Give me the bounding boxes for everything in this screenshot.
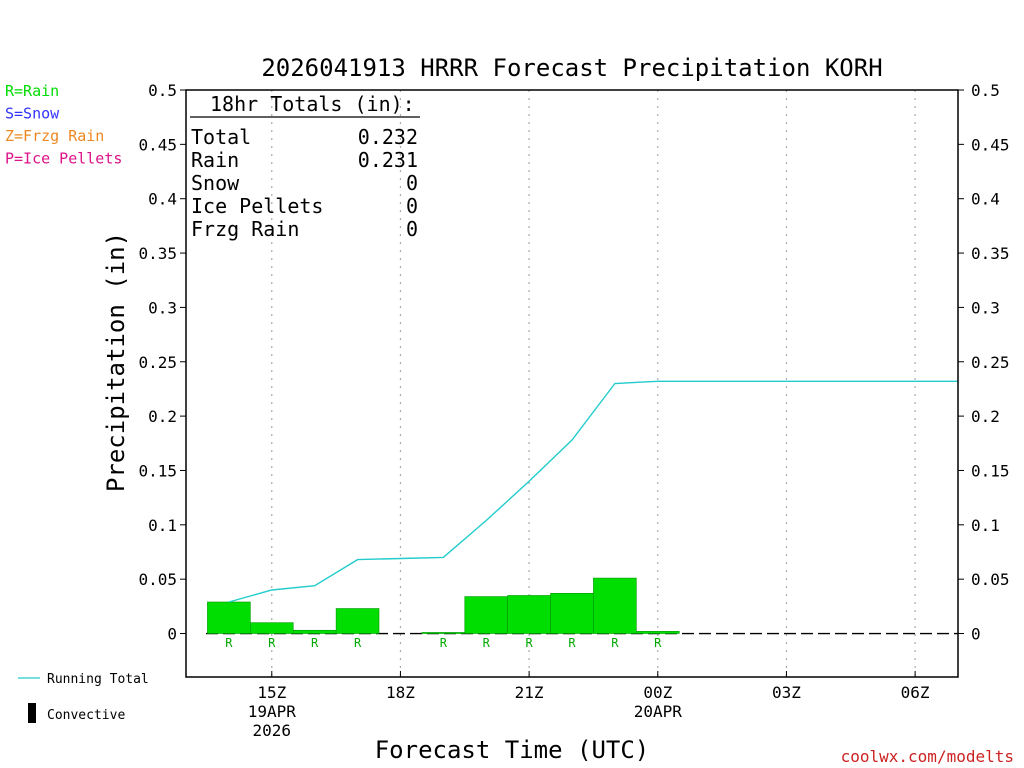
legend-convective-swatch bbox=[28, 703, 36, 723]
precip-bar bbox=[421, 632, 466, 634]
precip-bar bbox=[550, 592, 594, 634]
y-tick-label: 0.1 bbox=[148, 516, 177, 535]
rain-marker: R bbox=[611, 636, 619, 650]
running-total-line bbox=[228, 380, 958, 603]
y-tick-label: 0.2 bbox=[148, 407, 177, 426]
precip-bar bbox=[507, 595, 551, 634]
y-tick-label: 0.4 bbox=[148, 190, 177, 209]
rain-marker: R bbox=[525, 636, 533, 650]
plot-frame bbox=[185, 89, 959, 678]
x-tick-label: 00Z bbox=[643, 683, 672, 702]
totals-row-label: Snow bbox=[191, 171, 240, 195]
y-axis-left: 0.5 0.45 0.4 0.35 0.3 0.25 0.2 0.15 0.1 0.05 0 bbox=[138, 81, 186, 644]
y-tick-label-right: 0.15 bbox=[971, 461, 1010, 480]
y-tick-label-right: 0.3 bbox=[971, 298, 1000, 317]
y-tick-label-right: 0 bbox=[971, 625, 981, 644]
totals-row-label: Ice Pellets bbox=[191, 194, 323, 218]
y-tick-label: 0.5 bbox=[148, 81, 177, 100]
x-axis-label: Forecast Time (UTC) bbox=[375, 736, 650, 764]
x-tick-label: 19APR bbox=[248, 702, 297, 721]
rain-marker: R bbox=[483, 636, 491, 650]
totals-header: 18hr Totals (in): bbox=[210, 92, 415, 116]
totals-row-value: 0 bbox=[406, 171, 418, 195]
rain-marker: R bbox=[225, 636, 233, 650]
x-tick-label: 2026 bbox=[253, 721, 292, 740]
totals-row-value: 0.231 bbox=[358, 148, 418, 172]
precip-bar bbox=[464, 596, 508, 634]
totals-row-label: Frzg Rain bbox=[191, 217, 299, 241]
precip-bar bbox=[636, 631, 680, 634]
rain-marker: R bbox=[568, 636, 576, 650]
x-tick-label: 20APR bbox=[634, 702, 683, 721]
y-tick-label: 0.25 bbox=[138, 353, 177, 372]
grid-lines bbox=[206, 90, 958, 677]
precip-type-legend-item: P=Ice Pellets bbox=[5, 150, 122, 168]
bars-group bbox=[207, 577, 680, 634]
y-axis-right: 0.5 0.45 0.4 0.35 0.3 0.25 0.2 0.15 0.1 0.05 0 bbox=[958, 81, 1010, 644]
y-tick-label-right: 0.4 bbox=[971, 190, 1000, 209]
precip-type-legend: R=Rain S=Snow Z=Frzg Rain P=Ice Pellets bbox=[5, 82, 122, 168]
y-tick-label-right: 0.2 bbox=[971, 407, 1000, 426]
precip-bar bbox=[593, 577, 637, 634]
precip-bar bbox=[335, 608, 380, 634]
running-total-group bbox=[228, 380, 958, 603]
y-tick-label-right: 0.45 bbox=[971, 135, 1010, 154]
totals-row-value: 0.232 bbox=[358, 125, 418, 149]
y-tick-label-right: 0.5 bbox=[971, 81, 1000, 100]
y-tick-label-right: 0.05 bbox=[971, 570, 1010, 589]
precip-bar bbox=[250, 622, 294, 634]
totals-row-value: 0 bbox=[406, 194, 418, 218]
credit-text: coolwx.com/modelts bbox=[841, 747, 1014, 766]
precip-type-legend-item: S=Snow bbox=[5, 105, 60, 123]
totals-row-label: Rain bbox=[191, 148, 239, 172]
x-tick-label: 18Z bbox=[386, 683, 415, 702]
x-tick-label: 03Z bbox=[772, 683, 801, 702]
precip-bar bbox=[292, 629, 337, 634]
y-tick-label-right: 0.1 bbox=[971, 516, 1000, 535]
precip-bar bbox=[207, 601, 251, 634]
y-tick-label: 0.3 bbox=[148, 298, 177, 317]
y-axis-label: Precipitation (in) bbox=[102, 232, 130, 492]
y-tick-label-right: 0.25 bbox=[971, 353, 1010, 372]
chart-title: 2026041913 HRRR Forecast Precipitation K… bbox=[261, 54, 882, 82]
rain-marker: R bbox=[440, 636, 448, 650]
rain-marker: R bbox=[311, 636, 319, 650]
y-tick-label: 0.15 bbox=[138, 461, 177, 480]
rain-marker: R bbox=[354, 636, 362, 650]
totals-row-value: 0 bbox=[406, 217, 418, 241]
rain-marker: R bbox=[268, 636, 276, 650]
precip-type-legend-item: R=Rain bbox=[5, 82, 59, 100]
rain-marker: R bbox=[654, 636, 662, 650]
legend-running-total-label: Running Total bbox=[47, 672, 149, 687]
legend-convective-label: Convective bbox=[47, 708, 125, 723]
totals-row-label: Total bbox=[191, 125, 251, 149]
y-tick-label: 0 bbox=[167, 625, 177, 644]
precip-type-legend-item: Z=Frzg Rain bbox=[5, 127, 104, 145]
y-tick-label: 0.05 bbox=[138, 570, 177, 589]
y-tick-label-right: 0.35 bbox=[971, 244, 1010, 263]
y-tick-label: 0.35 bbox=[138, 244, 177, 263]
x-tick-label: 21Z bbox=[515, 683, 544, 702]
x-tick-label: 15Z bbox=[257, 683, 286, 702]
totals-table: Total 0.232 Rain 0.231 Snow 0 Ice Pellets 0 Frzg… bbox=[191, 125, 418, 241]
x-tick-label: 06Z bbox=[901, 683, 930, 702]
y-tick-label: 0.45 bbox=[138, 135, 177, 154]
